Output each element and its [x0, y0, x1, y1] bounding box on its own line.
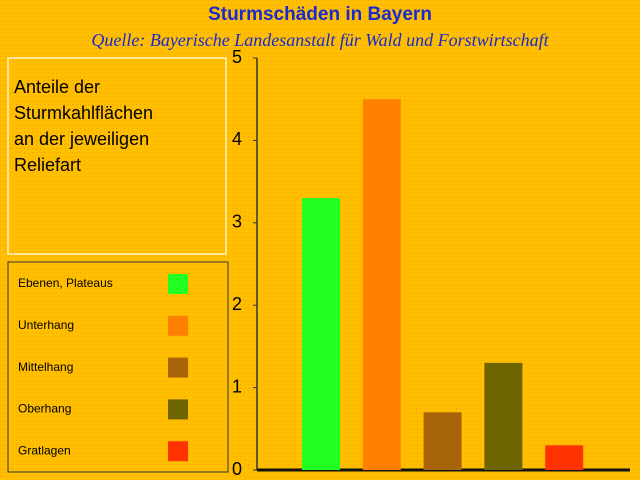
annotation-line: an der jeweiligen	[14, 129, 149, 149]
annotation-box	[7, 57, 227, 255]
legend-swatch	[168, 399, 188, 420]
legend-swatch	[168, 441, 188, 462]
legend-label: Oberhang	[18, 402, 71, 416]
y-tick-label: 5	[232, 47, 242, 67]
legend-box	[7, 261, 229, 473]
chart-title: Sturmschäden in Bayern	[208, 4, 432, 25]
legend-swatch	[168, 274, 188, 294]
legend-label: Gratlagen	[18, 443, 71, 457]
y-tick-label: 3	[232, 212, 242, 232]
bar	[484, 362, 523, 470]
legend-label: Unterhang	[18, 318, 74, 332]
bar	[302, 198, 340, 470]
legend-swatch	[168, 357, 188, 378]
bar	[423, 412, 462, 470]
annotation-line: Reliefart	[14, 155, 81, 175]
chart-subtitle: Quelle: Bayerische Landesanstalt für Wal…	[91, 30, 549, 50]
y-tick-label: 0	[232, 459, 242, 479]
annotation-line: Sturmkahlflächen	[14, 103, 153, 123]
y-tick-label: 2	[232, 294, 242, 314]
legend-swatch	[168, 315, 188, 336]
bar	[362, 99, 401, 470]
legend-label: Ebenen, Plateaus	[18, 276, 113, 290]
y-tick-label: 1	[232, 376, 242, 396]
legend-label: Mittelhang	[18, 360, 73, 374]
annotation-line: Anteile der	[14, 77, 100, 97]
y-tick-label: 4	[232, 129, 242, 149]
bar	[545, 445, 584, 470]
